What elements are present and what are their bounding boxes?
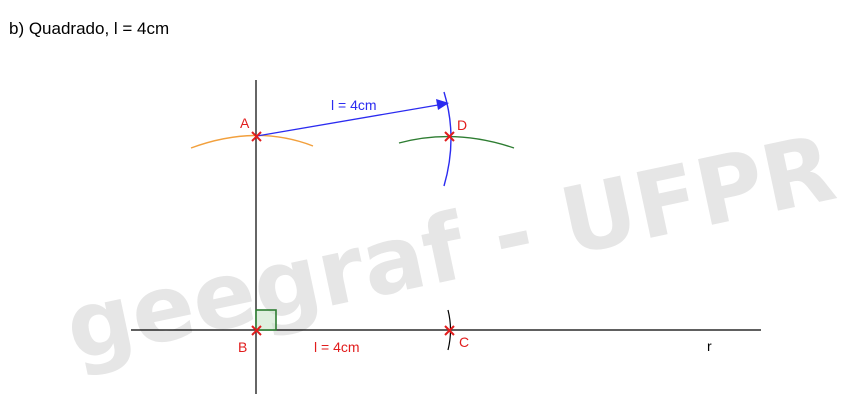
- point-a-label: A: [240, 115, 250, 131]
- arc-through-a: [190, 134, 314, 149]
- length-label-bottom: l = 4cm: [314, 339, 360, 355]
- right-angle-marker: [255, 309, 277, 331]
- page-title: b) Quadrado, l = 4cm: [9, 19, 170, 38]
- length-arrow: [256, 104, 439, 137]
- point-a-marker: [251, 131, 262, 142]
- arc-through-d: [398, 135, 515, 149]
- length-arrow-head: [436, 99, 449, 110]
- point-c-label: C: [459, 334, 469, 350]
- point-b-label: B: [238, 339, 247, 355]
- line-r-label: r: [707, 338, 712, 354]
- point-b-marker: [251, 325, 262, 336]
- point-c-marker: [444, 325, 455, 336]
- point-d-label: D: [457, 117, 467, 133]
- length-label-top: l = 4cm: [331, 97, 377, 113]
- point-d-marker: [444, 131, 455, 142]
